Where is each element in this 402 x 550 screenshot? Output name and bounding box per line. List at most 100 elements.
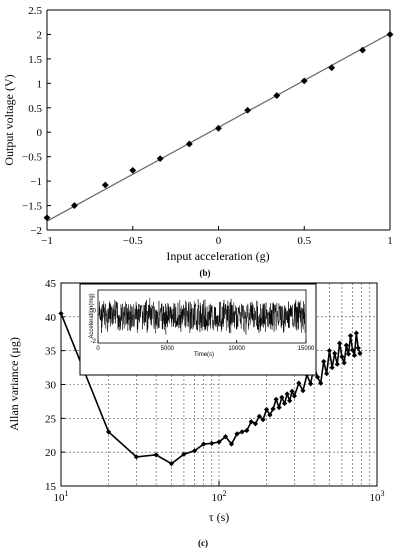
y-tick-label: 2 <box>37 29 43 41</box>
panel-b-calibration-chart: −1 −0.5 0 0.5 1 −2 −1.5 −1 −0.5 0 0.5 1 1.5 2 2.5 Inp… <box>2 5 394 278</box>
calibration-point <box>215 124 222 132</box>
y-tick-label: 45 <box>45 278 57 290</box>
panel-b-y-axis-label: Output voltage (V) <box>2 74 16 165</box>
allan-variance-point <box>216 439 222 445</box>
calibration-point <box>386 31 394 38</box>
allan-variance-point <box>256 413 262 419</box>
panel-c-x-axis-label: τ (s) <box>209 510 229 524</box>
y-tick-label: 15 <box>45 481 57 493</box>
calibration-point <box>359 46 366 54</box>
inset-y-tick-label: -2 <box>91 339 97 345</box>
allan-variance-point <box>267 412 273 418</box>
calibration-point <box>101 181 109 189</box>
allan-variance-point <box>324 371 330 377</box>
allan-variance-point <box>270 406 276 412</box>
calibration-point <box>273 92 281 99</box>
allan-variance-point <box>339 354 345 360</box>
allan-variance-point <box>153 452 159 458</box>
allan-variance-point <box>308 381 314 387</box>
allan-variance-point <box>239 429 245 435</box>
allan-variance-point <box>291 393 297 399</box>
y-tick-label: 1 <box>37 78 43 90</box>
allan-variance-point <box>263 406 270 413</box>
allan-variance-point <box>357 350 363 356</box>
y-tick-label: −2 <box>30 225 42 237</box>
x-tick-label: 103 <box>370 489 385 504</box>
allan-variance-point <box>260 417 266 423</box>
y-tick-label: 0 <box>37 127 43 139</box>
allan-variance-point <box>234 431 240 437</box>
y-tick-label: −1.5 <box>22 201 42 213</box>
allan-variance-point <box>191 448 198 454</box>
allan-variance-point <box>351 352 358 359</box>
allan-variance-point <box>343 342 349 348</box>
allan-variance-point <box>209 440 215 446</box>
allan-variance-point <box>284 391 290 397</box>
calibration-point <box>244 106 252 114</box>
y-tick-label: 1.5 <box>28 54 42 66</box>
allan-variance-point <box>349 347 356 353</box>
allan-variance-point <box>334 361 340 367</box>
x-tick-label: 0.5 <box>297 235 311 247</box>
y-tick-label: 2.5 <box>28 5 42 17</box>
y-tick-label: 35 <box>45 346 57 358</box>
y-tick-label: 30 <box>45 380 57 392</box>
allan-variance-point <box>345 351 352 357</box>
allan-variance-point <box>276 404 282 411</box>
allan-variance-point <box>168 461 175 467</box>
allan-variance-point <box>58 310 64 317</box>
allan-variance-point <box>105 429 112 435</box>
y-tick-label: −1 <box>30 176 42 188</box>
allan-variance-point <box>347 333 354 339</box>
inset-x-axis-label: Time(s) <box>194 352 214 358</box>
x-tick-label: 0 <box>216 235 222 247</box>
x-tick-label: 1 <box>387 235 393 247</box>
allan-variance-point <box>244 427 250 434</box>
x-tick-label: −0.5 <box>123 235 143 247</box>
calibration-point <box>185 140 193 148</box>
allan-variance-point <box>326 348 333 354</box>
inset-y-tick-label: 0 <box>93 309 97 315</box>
allan-variance-point <box>353 330 359 336</box>
x-tick-label: 102 <box>212 489 227 504</box>
allan-variance-point <box>201 441 207 447</box>
inset-x-tick-label: 0 <box>96 346 100 352</box>
allan-variance-point <box>133 454 139 460</box>
panel-c-y-axis-label: Allan variance (μg) <box>7 337 21 431</box>
allan-variance-point <box>281 400 288 407</box>
allan-variance-point <box>287 398 293 404</box>
allan-variance-point <box>321 358 327 365</box>
inset-x-tick-label: 15000 <box>298 346 315 352</box>
allan-variance-point <box>355 345 361 351</box>
allan-variance-point <box>318 380 324 386</box>
allan-variance-point <box>279 394 285 400</box>
calibration-point <box>156 155 164 163</box>
allan-variance-point <box>252 421 259 427</box>
x-tick-label: −1 <box>41 235 53 247</box>
inset-x-tick-label: 5000 <box>161 346 175 352</box>
calibration-point <box>129 166 137 174</box>
y-tick-label: 0.5 <box>28 103 42 115</box>
inset-x-tick-label: 10000 <box>228 346 245 352</box>
allan-variance-point <box>296 380 302 386</box>
inset-y-axis-label: Acceleration(mg) <box>89 293 95 338</box>
panel-b-x-axis-label: Input acceleration (g) <box>166 249 269 263</box>
inset-noise-signal <box>98 297 306 335</box>
y-tick-label: −0.5 <box>22 152 42 164</box>
allan-variance-point <box>289 388 295 394</box>
allan-variance-point <box>248 419 254 425</box>
allan-variance-point <box>314 374 321 380</box>
panel-b-label: (b) <box>200 268 211 278</box>
allan-variance-point <box>222 434 229 440</box>
allan-variance-point <box>337 340 343 346</box>
allan-variance-point <box>341 360 347 366</box>
allan-variance-point <box>273 396 279 402</box>
allan-variance-point <box>300 387 306 394</box>
calibration-point <box>328 64 336 72</box>
y-tick-label: 25 <box>45 413 57 425</box>
y-tick-label: 40 <box>45 312 57 324</box>
panel-c-label: (c) <box>198 538 208 548</box>
noise-inset: 0 5000 10000 15000 0-2 Time(s) Acceleration… <box>79 283 317 376</box>
